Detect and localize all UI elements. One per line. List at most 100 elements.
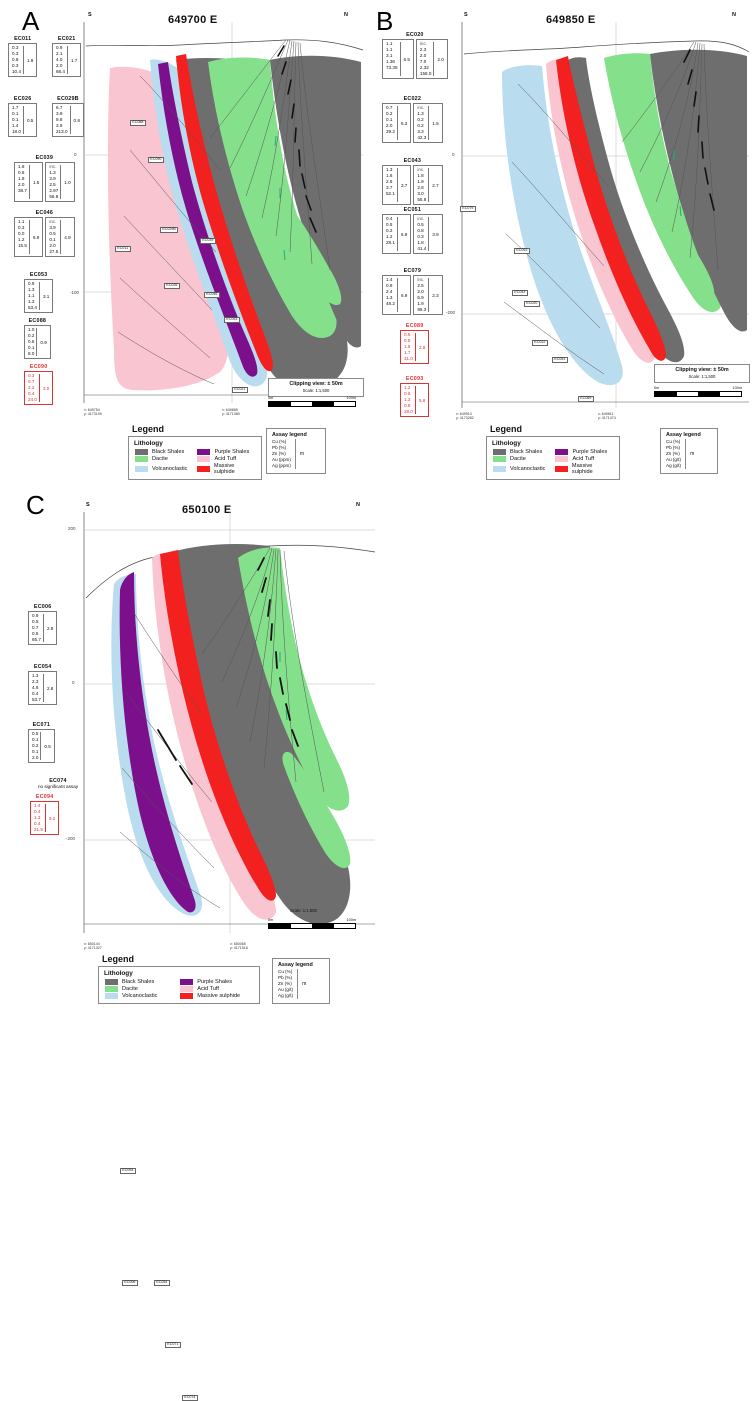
legend-heading: Legend	[132, 424, 165, 434]
panel-a-scalebar-start: 0m	[268, 396, 274, 400]
panel-b-clipping-box: Clipping view: ± 50m Scale: 1:1,500	[654, 364, 750, 383]
assay-value-au: 1.3	[386, 295, 393, 301]
assay-width: 2.8	[46, 625, 54, 631]
drill-traces	[503, 41, 719, 375]
assay-value-ag: 24.0	[28, 397, 37, 403]
legend-label: Purple Shales	[572, 449, 608, 455]
hole-label-ec026[interactable]: EC026	[164, 283, 180, 290]
assay-intervals	[277, 45, 317, 233]
hole-label-ec022[interactable]: EC022	[532, 340, 548, 347]
assay-width: 2.8	[46, 685, 54, 691]
assay-value-ag: 15.5	[18, 243, 27, 249]
assay-value-zn: 0.2	[417, 123, 424, 129]
legend-heading: Legend	[490, 424, 523, 434]
assay-legend-box-c: Assay legend Cu (%) Pb (%) Zn (%) Au (g/…	[272, 958, 330, 1004]
assay-value-ag: 52.1	[386, 191, 395, 197]
legend-item-volcanoclastic: Volcanoclastic	[493, 463, 545, 475]
assay-width: 2.3	[432, 292, 439, 298]
assay-value-pb: 2.0	[419, 53, 427, 59]
hole-label-ec071[interactable]: EC071	[165, 1342, 181, 1349]
assay-subtable-included: inc. 2.5 2.0 5.9 1.9 95.3 2.3	[413, 275, 443, 316]
swatch-massive-sulphide	[555, 466, 568, 472]
hole-label-ec020[interactable]: EC020	[524, 301, 540, 308]
assay-value-pb: 1.1	[386, 47, 393, 53]
panel-b: B 649850 E S N 0 -200	[372, 0, 754, 490]
assay-table-ec006: EC006 0.9 0.5 0.7 0.5 65.7 2.8	[28, 604, 58, 646]
assay-value-zn: 2.2	[28, 385, 35, 391]
panel-c-section-title: 650100 E	[182, 504, 232, 516]
assay-legend-width-unit: m	[302, 980, 307, 987]
assay-table-ec011: EC011 0.3 0.3 0.8 0.3 10.4 1.9	[8, 36, 38, 78]
hole-label-ec046[interactable]: EC046	[204, 292, 220, 299]
assay-value-au: 1.9	[417, 301, 424, 307]
panel-b-elevation-0: 0	[452, 152, 455, 157]
assay-value-pb: 0.9	[386, 283, 393, 289]
hole-label-ec093[interactable]: EC093	[514, 248, 530, 255]
hole-label-ec051[interactable]: EC051	[552, 357, 568, 364]
assay-value-cu: 2.5	[417, 283, 424, 289]
assay-value-ag: 2.0	[32, 755, 39, 761]
assay-value-ag: 65.7	[32, 637, 41, 643]
panel-c-elevation-0: 200	[68, 526, 76, 531]
hole-label-ec053[interactable]: EC053	[224, 317, 240, 324]
assay-subtable: 1.4 0.4 1.3 0.4 21.5 9.2	[30, 801, 60, 836]
assay-table-title: EC053	[29, 272, 48, 278]
assay-value-zn: 2.8	[417, 185, 424, 191]
assay-value-pb: 1.3	[28, 287, 35, 293]
legend-label: Massive sulphide	[571, 463, 593, 475]
assay-value-au: 2.0	[49, 243, 56, 249]
assay-value-au: 0.4	[34, 821, 41, 827]
lithology-legend-title: Lithology	[104, 970, 133, 977]
assay-value-au: 2.0	[56, 63, 63, 69]
assay-value-zn: 1.3	[34, 815, 41, 821]
assay-value-cu: 0.5	[417, 222, 424, 228]
assay-table-ec021: EC021 0.9 2.1 4.0 2.0 68.4 1.7	[52, 36, 82, 78]
assay-table-title: EC026	[13, 96, 32, 102]
hole-label-ec094[interactable]: EC094	[120, 1168, 136, 1175]
hole-label-ec074[interactable]: EC074	[182, 1395, 198, 1401]
hole-label-ec021[interactable]: EC021	[232, 387, 248, 394]
assay-table-title: EC006	[33, 604, 52, 610]
assay-table-ec071: EC071 0.5 0.1 0.2 0.1 2.0 0.5	[28, 722, 55, 764]
assay-table-title: EC051	[403, 207, 422, 213]
assay-table-ec089: EC089 0.6 0.5 1.6 1.7 31.0 2.8	[400, 323, 430, 365]
legend-label: Dacite	[510, 456, 526, 462]
assay-table-ec022: EC022 0.7 0.2 0.1 2.0 29.2 6.3 inc. 1.3 …	[382, 96, 443, 144]
assay-width: 6.9	[32, 234, 40, 240]
hole-label-ec006[interactable]: EC006	[122, 1280, 138, 1287]
hole-label-ec029b[interactable]: EC029B	[160, 227, 179, 234]
assay-subtable: 1.4 0.9 2.4 1.3 48.2 6.9	[382, 275, 412, 316]
assay-subtable-included: inc. 3.9 0.5 0.1 2.0 27.5 4.9	[45, 217, 75, 258]
assay-table-ec090: EC090 0.3 0.7 2.2 0.4 24.0 3.0	[24, 364, 54, 406]
lithology-legend-title: Lithology	[492, 440, 521, 447]
assay-value-cu: 0.9	[32, 613, 39, 618]
assay-value-au: 1.3	[28, 299, 35, 305]
assay-subtable-included: inc. 1.3 3.9 2.5 2.97 56.8 1.0	[45, 162, 75, 203]
hole-label-ec011[interactable]: EC011	[115, 246, 131, 253]
swatch-dacite	[105, 986, 118, 992]
swatch-black-shales	[105, 979, 118, 985]
swatch-massive-sulphide	[197, 466, 210, 472]
hole-label-ec088[interactable]: EC088	[130, 120, 146, 127]
assay-value-zn: 4.6	[32, 685, 39, 691]
assay-value-pb: 0.5	[49, 231, 56, 237]
assay-value-pb: 1.9	[417, 179, 424, 185]
hole-label-ec079[interactable]: EC079	[460, 206, 476, 213]
hole-label-ec089[interactable]: EC089	[578, 396, 594, 403]
legend-label: Acid Tuff	[572, 456, 595, 462]
assay-value-ag: 21.5	[34, 827, 43, 833]
legend-item-massive-sulphide: Massive sulphide	[180, 993, 253, 999]
panel-b-scalebar-end: 100m	[732, 386, 743, 390]
assay-value-au: 1.8	[417, 240, 424, 246]
assay-table-title: EC071	[32, 722, 51, 728]
drill-traces	[119, 547, 325, 909]
hole-label-ec043[interactable]: EC043	[512, 290, 528, 297]
assay-subtable: 0.3 0.3 0.8 0.3 10.4 1.9	[8, 43, 38, 78]
hole-label-ec054[interactable]: EC054	[154, 1280, 170, 1287]
assay-value-au: 0.4	[28, 391, 35, 397]
drill-traces	[117, 39, 331, 385]
legend-item-massive-sulphide: Massive sulphide	[197, 463, 255, 475]
hole-label-ec039[interactable]: EC039	[200, 238, 216, 245]
hole-label-ec090[interactable]: EC090	[148, 157, 164, 164]
assay-legend-box-a: Assay legend Cu (%) Pb (%) Zn (%) Au (pp…	[266, 428, 326, 474]
